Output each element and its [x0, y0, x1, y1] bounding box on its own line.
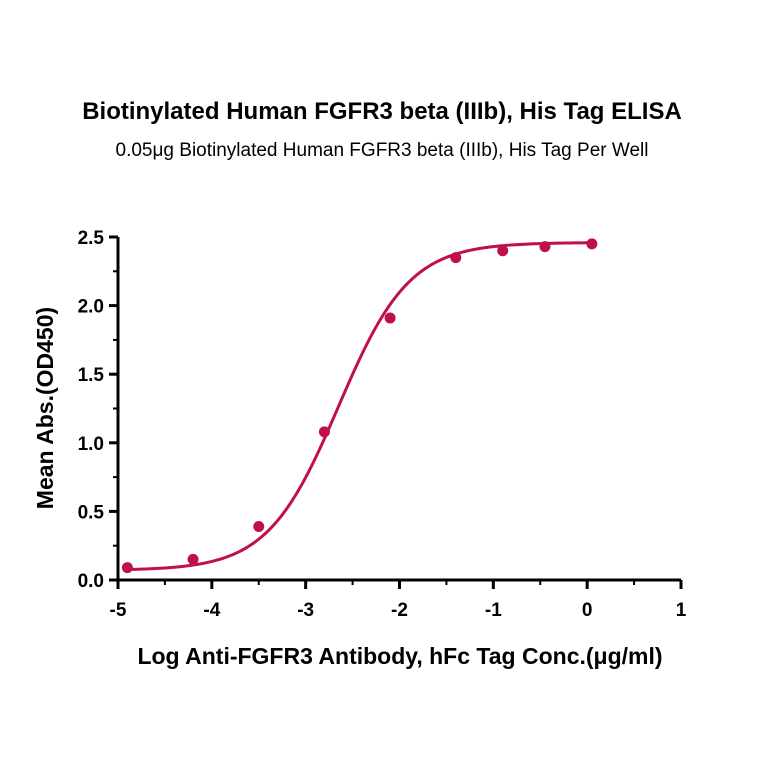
data-points-layer	[121, 238, 598, 574]
x-tick-label: -1	[485, 600, 502, 621]
y-tick-label: 1.5	[78, 365, 105, 386]
data-point	[253, 520, 265, 532]
chart-subtitle: 0.05μg Biotinylated Human FGFR3 beta (II…	[115, 140, 649, 161]
fit-curve-layer	[127, 241, 592, 572]
fit-curve-line	[127, 241, 592, 572]
data-point	[384, 312, 396, 324]
data-point	[497, 245, 509, 257]
data-point	[586, 238, 598, 250]
axes: 0.0 0.5 1.0 1.5 2.0 2.5 -5 -4 -3 -2 -1 0 1	[78, 228, 687, 621]
y-tick-label: 0.5	[78, 502, 105, 523]
data-point	[539, 241, 551, 253]
x-tick-label: -2	[391, 600, 408, 621]
data-point	[318, 426, 330, 438]
y-tick-label: 1.0	[78, 434, 104, 455]
chart-title: Biotinylated Human FGFR3 beta (IIIb), Hi…	[82, 98, 682, 125]
data-point	[450, 252, 462, 264]
data-point	[187, 553, 199, 565]
x-tick-label: 0	[582, 600, 593, 621]
x-tick-label: -5	[110, 600, 127, 621]
x-axis-label: Log Anti-FGFR3 Antibody, hFc Tag Conc.(μ…	[137, 643, 662, 669]
data-point	[121, 562, 133, 574]
x-tick-label: -3	[297, 600, 314, 621]
y-axis-label: Mean Abs.(OD450)	[32, 307, 58, 509]
x-tick-label: 1	[676, 600, 687, 621]
y-tick-label: 2.0	[78, 297, 104, 318]
x-tick-label: -4	[203, 600, 220, 621]
y-tick-label: 0.0	[78, 571, 104, 592]
y-tick-label: 2.5	[78, 228, 105, 249]
